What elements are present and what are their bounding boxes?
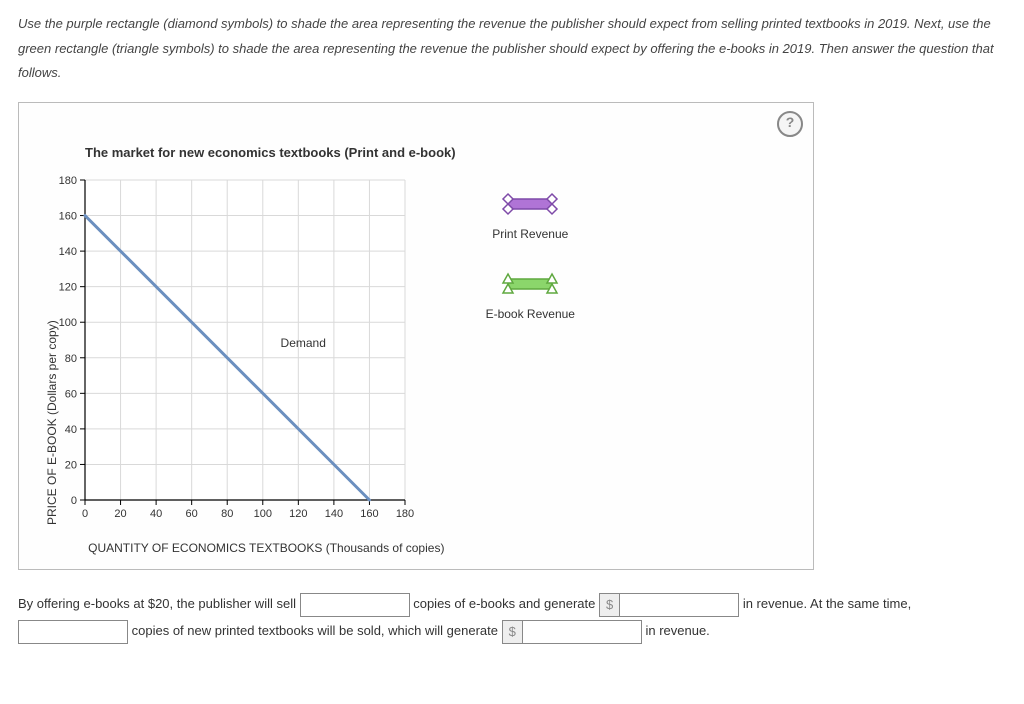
- sentence-text: copies of new printed textbooks will be …: [132, 623, 502, 638]
- legend-print-label: Print Revenue: [486, 227, 575, 241]
- svg-text:0: 0: [82, 508, 88, 520]
- chart-plot[interactable]: 00 20 20 40 40 60 60 80 80 100 100 120 120 140 140 160 1…: [31, 174, 451, 534]
- sentence-text: By offering e-books at $20, the publishe…: [18, 596, 300, 611]
- svg-text:Demand: Demand: [281, 336, 326, 350]
- svg-text:120: 120: [59, 282, 77, 294]
- chart-panel: ? The market for new economics textbooks…: [18, 102, 814, 570]
- x-axis-label: QUANTITY OF ECONOMICS TEXTBOOKS (Thousan…: [77, 541, 456, 555]
- help-icon[interactable]: ?: [777, 111, 803, 137]
- svg-text:100: 100: [59, 317, 77, 329]
- y-axis-label: PRICE OF E-BOOK (Dollars per copy): [45, 320, 59, 525]
- chart-column: The market for new economics textbooks (…: [31, 145, 456, 555]
- revenue-ebooks-wrap: $: [599, 593, 739, 617]
- dollar-icon: $: [502, 620, 522, 644]
- revenue-print-wrap: $: [502, 620, 642, 644]
- copies-ebooks-input[interactable]: [300, 593, 410, 617]
- legend-print-revenue[interactable]: Print Revenue: [486, 191, 575, 241]
- legend-ebook-revenue[interactable]: E-book Revenue: [486, 271, 575, 321]
- revenue-ebooks-input[interactable]: [619, 593, 739, 617]
- answer-sentence: By offering e-books at $20, the publishe…: [18, 590, 1006, 645]
- svg-text:180: 180: [59, 175, 77, 187]
- svg-text:60: 60: [65, 388, 77, 400]
- svg-text:0: 0: [71, 495, 77, 507]
- svg-text:140: 140: [325, 508, 343, 520]
- svg-text:80: 80: [221, 508, 233, 520]
- svg-text:60: 60: [186, 508, 198, 520]
- chart-title: The market for new economics textbooks (…: [85, 145, 456, 160]
- svg-text:140: 140: [59, 246, 77, 258]
- instructions-text: Use the purple rectangle (diamond symbol…: [18, 12, 1006, 86]
- svg-text:160: 160: [360, 508, 378, 520]
- svg-text:20: 20: [65, 460, 77, 472]
- svg-text:40: 40: [65, 424, 77, 436]
- copies-print-input[interactable]: [18, 620, 128, 644]
- legend: Print Revenue E-book Revenue: [486, 145, 575, 351]
- svg-text:120: 120: [289, 508, 307, 520]
- svg-text:100: 100: [254, 508, 272, 520]
- dollar-icon: $: [599, 593, 619, 617]
- sentence-text: in revenue. At the same time,: [743, 596, 911, 611]
- legend-ebook-label: E-book Revenue: [486, 307, 575, 321]
- svg-text:180: 180: [396, 508, 414, 520]
- sentence-text: in revenue.: [645, 623, 709, 638]
- diamond-icon: [498, 191, 562, 217]
- svg-text:160: 160: [59, 211, 77, 223]
- triangle-icon: [498, 271, 562, 297]
- svg-text:20: 20: [114, 508, 126, 520]
- sentence-text: copies of e-books and generate: [413, 596, 599, 611]
- svg-text:40: 40: [150, 508, 162, 520]
- revenue-print-input[interactable]: [522, 620, 642, 644]
- svg-text:80: 80: [65, 353, 77, 365]
